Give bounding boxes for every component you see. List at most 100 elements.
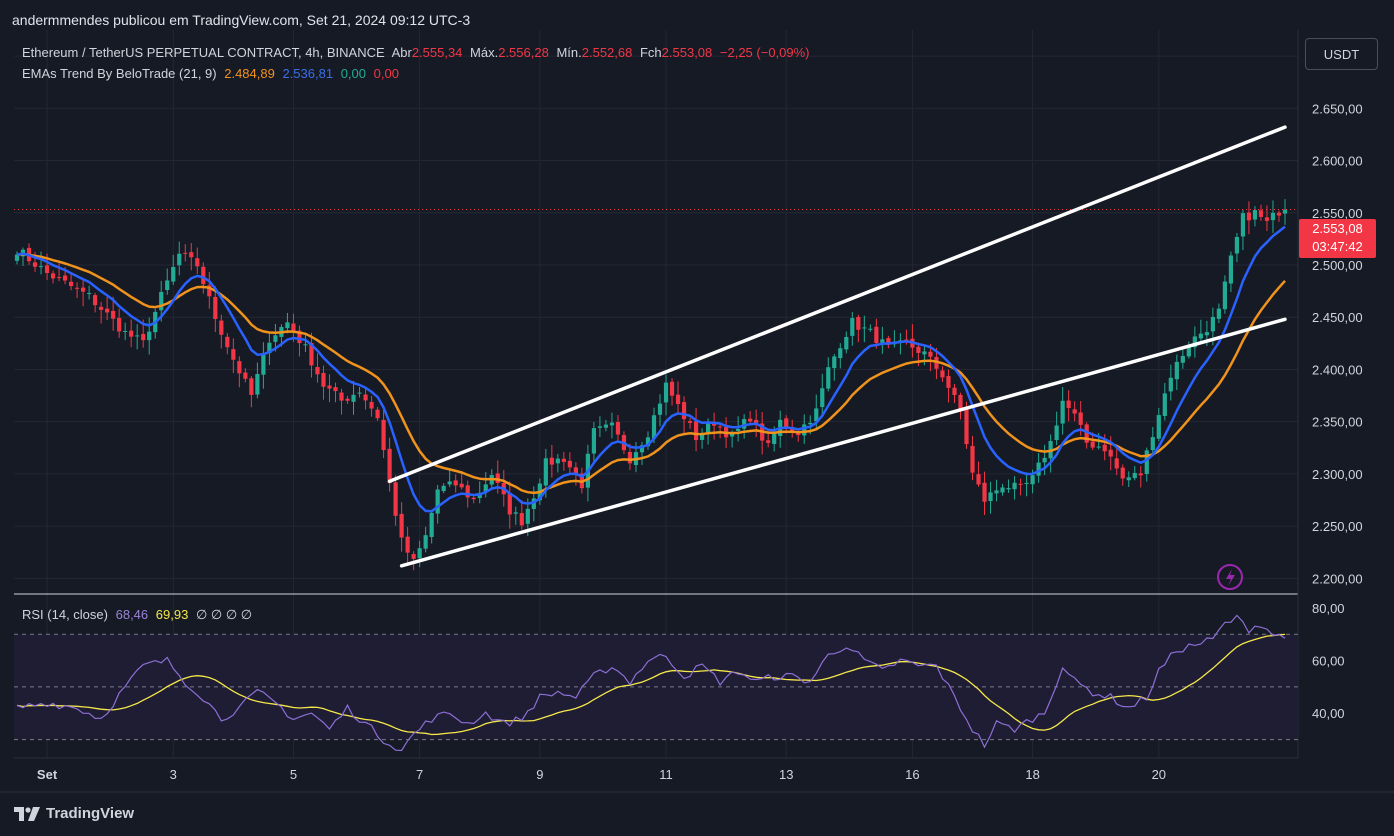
candle-body xyxy=(471,497,476,500)
candle-body xyxy=(183,252,188,254)
price-tick-label: 2.350,00 xyxy=(1312,415,1363,430)
tradingview-logo[interactable]: TradingView xyxy=(14,805,134,822)
candle-body xyxy=(123,330,128,332)
candle-body xyxy=(99,306,104,310)
trend-channel xyxy=(387,125,1287,568)
open-value: 2.555,34 xyxy=(411,45,463,60)
price-tick-label: 2.650,00 xyxy=(1312,101,1363,116)
candle-body xyxy=(1240,213,1246,237)
ema-legend[interactable]: EMAs Trend By BeloTrade (21, 9) 2.484,89… xyxy=(22,66,403,81)
candle-body xyxy=(447,481,452,485)
candle xyxy=(567,452,572,475)
candle-body xyxy=(435,489,440,514)
candle-body xyxy=(1078,412,1083,425)
price-plot-bg xyxy=(14,30,1298,594)
candle xyxy=(645,431,651,450)
candle-body xyxy=(231,349,236,360)
candle-body xyxy=(87,293,92,295)
candle xyxy=(663,374,669,416)
alert-icon[interactable] xyxy=(1217,564,1243,590)
candle xyxy=(555,453,560,473)
candle xyxy=(177,241,182,276)
candle-body xyxy=(808,422,813,425)
candle xyxy=(423,526,428,553)
candle xyxy=(1126,471,1131,487)
candle-body xyxy=(1282,209,1288,214)
candle xyxy=(1084,422,1089,449)
candle-body xyxy=(74,287,80,289)
time-tick-label: 7 xyxy=(416,767,423,782)
candle xyxy=(273,323,278,352)
candle-body xyxy=(429,512,434,537)
candle-body xyxy=(1018,483,1023,485)
candle xyxy=(471,495,476,504)
low-label: Mín. xyxy=(556,45,582,60)
candle-body xyxy=(38,266,44,268)
ema-fast-line xyxy=(16,225,1286,513)
candle-body xyxy=(297,330,302,344)
candle xyxy=(549,444,554,478)
candle xyxy=(81,279,86,307)
time-tick-label: 5 xyxy=(290,767,297,782)
candle xyxy=(1150,427,1155,454)
price-axis: 2.700,002.650,002.600,002.550,002.500,00… xyxy=(1297,30,1363,758)
candle-body xyxy=(946,376,951,388)
candle xyxy=(405,526,410,565)
candle xyxy=(862,315,867,343)
candle-body xyxy=(681,402,687,420)
candle-body xyxy=(171,266,176,282)
time-tick-label: 16 xyxy=(905,767,919,782)
candle-body xyxy=(1072,409,1077,414)
candle xyxy=(1222,275,1228,314)
candle xyxy=(339,388,344,415)
candle xyxy=(868,324,873,332)
candle xyxy=(207,271,212,309)
open-label: Abr xyxy=(391,45,412,60)
candle xyxy=(886,335,891,349)
candle-body xyxy=(886,338,891,345)
close-value: 2.553,08 xyxy=(661,45,713,60)
symbol-legend[interactable]: Ethereum / TetherUS PERPETUAL CONTRACT, … xyxy=(22,45,814,60)
candle xyxy=(669,378,675,406)
candle xyxy=(321,365,326,400)
candle-body xyxy=(1006,488,1011,490)
candle xyxy=(699,428,705,449)
candle-body xyxy=(561,458,566,462)
candle xyxy=(1042,444,1047,476)
candle-body xyxy=(285,322,290,329)
candle xyxy=(609,412,615,439)
candle xyxy=(1240,209,1246,251)
candle-body xyxy=(615,422,621,435)
candle-body xyxy=(1174,361,1179,380)
high-value: 2.556,28 xyxy=(498,45,549,60)
candle-body xyxy=(32,262,38,267)
time-tick-label: 3 xyxy=(170,767,177,782)
candle-body xyxy=(820,388,825,408)
candle-body xyxy=(56,277,62,279)
ema-lines xyxy=(16,225,1286,513)
tradingview-logo-icon xyxy=(14,806,40,821)
candle xyxy=(1072,401,1077,422)
candle xyxy=(1174,354,1179,391)
candle-body xyxy=(597,426,603,428)
rsi-legend[interactable]: RSI (14, close) 68,46 69,93 ∅ ∅ ∅ ∅ xyxy=(22,607,256,623)
candle-body xyxy=(699,433,705,440)
candle xyxy=(183,244,188,262)
candle-body xyxy=(453,480,458,486)
candle xyxy=(74,282,80,299)
candle-body xyxy=(93,295,98,306)
symbol-name: Ethereum / TetherUS PERPETUAL CONTRACT, … xyxy=(22,45,385,60)
candle-body xyxy=(922,351,927,355)
close-label: Fch xyxy=(639,45,662,60)
candle-body xyxy=(844,336,849,350)
candle-body xyxy=(345,398,350,401)
currency-button[interactable]: USDT xyxy=(1305,38,1378,70)
candle-body xyxy=(862,327,867,329)
candle xyxy=(243,368,248,383)
candle-body xyxy=(627,451,633,464)
candle xyxy=(832,353,837,381)
candle xyxy=(1228,251,1234,292)
candle-body xyxy=(351,394,356,402)
candle-body xyxy=(219,320,224,335)
